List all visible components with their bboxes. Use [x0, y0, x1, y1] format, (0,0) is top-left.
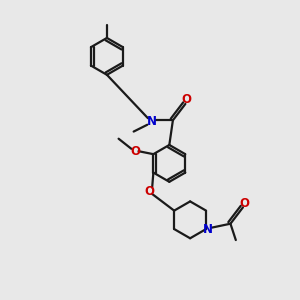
Text: O: O: [182, 93, 192, 106]
Text: O: O: [130, 145, 140, 158]
Text: O: O: [239, 197, 249, 210]
Text: N: N: [146, 115, 157, 128]
Text: N: N: [202, 223, 213, 236]
Text: O: O: [144, 184, 154, 197]
